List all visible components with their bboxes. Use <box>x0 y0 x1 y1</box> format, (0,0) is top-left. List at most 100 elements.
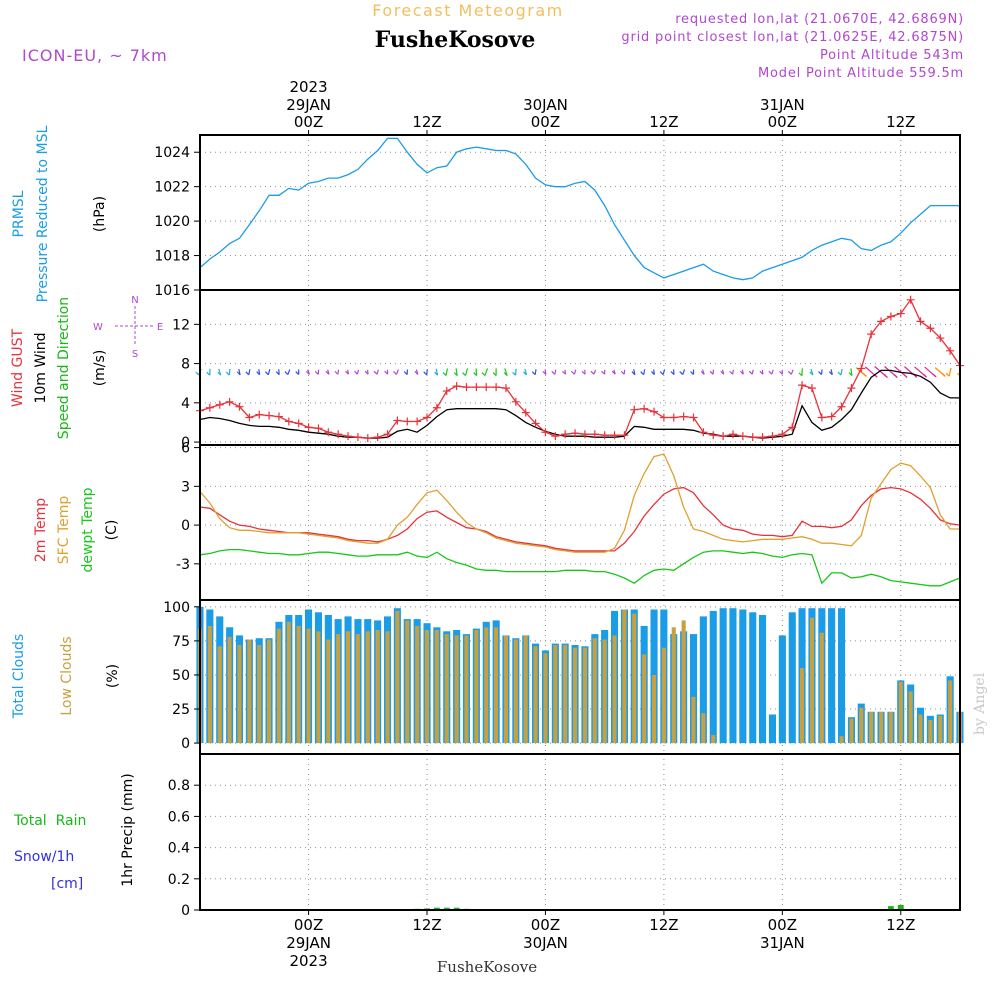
low-cloud-bar-67 <box>859 708 863 743</box>
low-cloud-bar-24 <box>435 630 439 743</box>
wind-arrow-head-23 <box>424 372 427 375</box>
clouds-low-label: Low Clouds <box>59 636 75 715</box>
low-cloud-bar-40 <box>593 638 597 743</box>
low-cloud-bar-46 <box>652 675 656 743</box>
ytick-label-p1-2: 8 <box>181 357 190 373</box>
gust-marker-58 <box>768 432 776 440</box>
wind-arrow-29 <box>485 368 487 375</box>
bottom-time-label-5: 12Z <box>886 916 915 934</box>
low-cloud-bar-14 <box>336 634 340 743</box>
low-cloud-bar-11 <box>307 629 311 744</box>
clouds-unit: (%) <box>105 664 121 688</box>
wind-arrow-head-49 <box>680 372 683 375</box>
temp-sfc-label: SFC Temp <box>56 496 72 565</box>
ytick-label-p0-3: 1022 <box>154 180 190 196</box>
low-cloud-bar-3 <box>228 637 232 743</box>
total-cloud-bar-55 <box>739 610 746 744</box>
gust-marker-21 <box>403 417 411 425</box>
wind-arrow-head-20 <box>393 371 396 374</box>
wind-arrow-head-7 <box>265 372 268 375</box>
top-date-label-0: 29JAN <box>286 96 331 114</box>
low-cloud-bar-30 <box>494 627 498 743</box>
gust-marker-62 <box>808 384 816 392</box>
low-cloud-bar-31 <box>504 635 508 743</box>
marks-layer <box>196 138 964 910</box>
ytick-label-p4-1: 0.2 <box>168 872 190 888</box>
bottom-time-label-0: 00Z <box>294 916 323 934</box>
gust-marker-9 <box>285 417 293 425</box>
gust-marker-2 <box>216 401 224 409</box>
low-cloud-bar-16 <box>356 634 360 743</box>
low-cloud-bar-61 <box>800 668 804 743</box>
ytick-label-p3-1: 25 <box>172 702 190 718</box>
model-altitude: Model Point Altitude 559.5m <box>758 66 964 81</box>
location-title: FusheKosove <box>375 27 536 53</box>
low-cloud-bar-19 <box>386 631 390 743</box>
ytick-label-p4-4: 0.8 <box>168 778 190 794</box>
pressure-label-desc: Pressure Reduced to MSL <box>35 125 51 302</box>
gust-marker-11 <box>305 423 313 431</box>
top-time-label-3: 12Z <box>649 113 678 131</box>
gust-marker-53 <box>719 432 727 440</box>
ytick-label-p3-0: 0 <box>181 736 190 752</box>
gust-marker-6 <box>255 411 263 419</box>
total-cloud-bar-64 <box>828 608 835 743</box>
low-cloud-bar-20 <box>395 611 399 743</box>
point-altitude: Point Altitude 543m <box>820 48 964 63</box>
gust-marker-51 <box>699 428 707 436</box>
low-cloud-bar-22 <box>415 626 419 743</box>
top-date-label-2: 30JAN <box>523 96 568 114</box>
wind-arrow-head-76 <box>946 373 949 376</box>
gust-marker-41 <box>601 431 609 439</box>
gust-marker-66 <box>847 384 855 392</box>
panel-frame-0 <box>200 135 960 290</box>
low-cloud-bar-25 <box>445 634 449 743</box>
wind-arrow-38 <box>574 370 575 374</box>
gust-marker-29 <box>482 383 490 391</box>
bottom-time-label-2: 00Z <box>531 916 560 934</box>
wind-arrow-27 <box>466 368 468 375</box>
wind-arrow-head-0 <box>196 372 199 375</box>
wind-arrow-head-40 <box>591 371 594 374</box>
wind-arrow-head-16 <box>354 371 357 374</box>
gust-marker-28 <box>472 383 480 391</box>
wind-arrow-32 <box>516 369 517 376</box>
gust-marker-57 <box>759 433 767 441</box>
low-cloud-bar-75 <box>938 716 942 743</box>
low-cloud-bar-4 <box>237 645 241 743</box>
total-cloud-bar-52 <box>710 611 717 743</box>
wind-gust-line <box>200 300 960 438</box>
watermark: by Angel <box>972 672 988 735</box>
gust-marker-15 <box>344 432 352 440</box>
gust-marker-49 <box>680 413 688 421</box>
pressure-line <box>200 138 960 279</box>
wind-arrow-25 <box>446 368 447 375</box>
wind-unit: (m/s) <box>92 350 108 387</box>
low-cloud-bar-1 <box>208 626 212 743</box>
gust-marker-55 <box>739 432 747 440</box>
wind-arrow-head-63 <box>819 372 822 375</box>
wind-arrow-head-58 <box>769 371 772 374</box>
gust-marker-73 <box>917 317 925 325</box>
bottom-time-label-1: 12Z <box>412 916 441 934</box>
wind-arrow-head-27 <box>463 373 466 376</box>
closest-point: grid point closest lon,lat (21.0625E, 42… <box>621 30 964 45</box>
compass-e: E <box>157 322 163 333</box>
temp-2m-line <box>200 488 960 551</box>
low-cloud-bar-23 <box>425 630 429 743</box>
bottom-year-label-0: 2023 <box>289 952 327 970</box>
ytick-label-p4-0: 0 <box>181 903 190 919</box>
wind-arrow-head-54 <box>730 371 733 374</box>
wind-arrow-head-43 <box>621 371 624 374</box>
compass-n: N <box>131 295 138 306</box>
temp-unit: (C) <box>104 520 120 541</box>
wind-arrow-9 <box>288 369 290 374</box>
low-cloud-bar-47 <box>662 648 666 743</box>
wind-arrow-36 <box>555 370 556 375</box>
gust-marker-25 <box>443 387 451 395</box>
total-cloud-bar-58 <box>769 715 776 744</box>
gust-marker-47 <box>660 414 668 422</box>
low-cloud-bar-49 <box>682 620 686 743</box>
bottom-time-label-4: 00Z <box>768 916 797 934</box>
